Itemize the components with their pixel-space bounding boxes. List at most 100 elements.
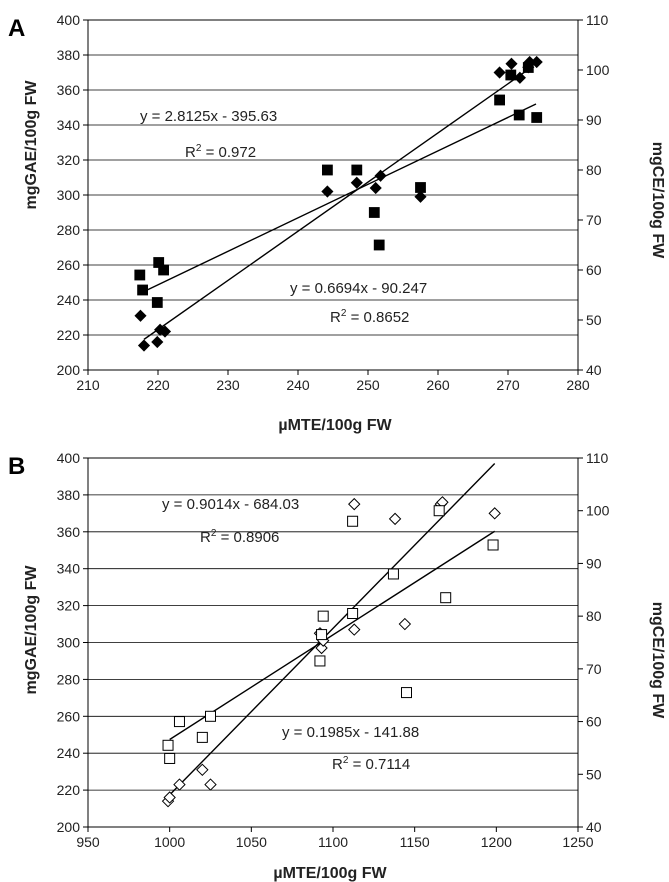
x-tick-label: 210 [76, 377, 100, 393]
square-point [487, 539, 499, 551]
y-left-tick-label: 400 [57, 12, 81, 28]
x-tick-label: 240 [286, 377, 310, 393]
y-right-tick-label: 60 [586, 714, 602, 730]
square-point [440, 592, 452, 604]
diamond-point [530, 55, 543, 69]
diamond-point [374, 169, 387, 182]
panel-a-x-label: µMTE/100g FW [278, 417, 392, 434]
y-right-tick-label: 80 [586, 162, 602, 178]
diamond-point [163, 791, 176, 804]
y-left-tick-label: 300 [57, 635, 81, 651]
square-point [151, 297, 163, 308]
diamond-point [196, 763, 209, 777]
y-left-tick-label: 280 [57, 222, 81, 238]
square-point [316, 629, 328, 641]
y-right-tick-label: 110 [586, 450, 609, 466]
y-left-tick-label: 200 [57, 362, 81, 378]
diamond-point [350, 176, 363, 189]
panel-b-equation-ce: y = 0.1985x - 141.88 [282, 724, 419, 741]
y-left-tick-label: 360 [57, 524, 81, 540]
square-point [162, 739, 174, 751]
panel-b-plot-frame [87, 457, 579, 828]
panel-b-gridlines [88, 494, 578, 791]
x-tick-label: 1150 [400, 834, 430, 850]
y-left-tick-label: 240 [57, 745, 81, 761]
panel-b-r2-ce: R2 = 0.7114 [332, 755, 410, 773]
diamond-point [151, 335, 164, 349]
square-point [321, 164, 333, 176]
y-left-tick-label: 380 [57, 487, 81, 503]
x-tick-label: 1250 [562, 834, 593, 850]
y-left-tick-label: 240 [57, 292, 81, 308]
y-left-tick-label: 340 [57, 561, 81, 577]
square-point [347, 608, 359, 620]
square-point [522, 62, 534, 73]
square-point [134, 269, 146, 281]
panel-a-r2-gae: R2 = 0.972 [185, 143, 256, 161]
y-left-tick-label: 400 [57, 450, 81, 466]
panel-a-equation-ce: y = 0.6694x - 90.247 [290, 280, 427, 297]
square-point [387, 568, 399, 580]
x-tick-label: 1050 [236, 834, 267, 850]
trendline-right [143, 103, 537, 293]
panel-a-trendlines [143, 68, 537, 340]
diamond-point [369, 181, 382, 195]
diamond-point [348, 623, 361, 636]
diamond-point [321, 185, 334, 198]
panel-a-x-ticks: 210 220 230 240 250 260 270 280 [76, 370, 590, 393]
y-right-tick-label: 60 [586, 262, 602, 278]
diamond-point [173, 778, 186, 791]
panel-a-plot-frame [87, 19, 579, 371]
diamond-point [513, 71, 526, 84]
panel-a-left-ticks: 200 220 240 260 280 300 320 340 360 380 400 [57, 12, 88, 378]
y-right-tick-label: 40 [586, 362, 602, 378]
x-tick-label: 1000 [154, 834, 185, 850]
trendline-right [169, 530, 496, 741]
y-left-tick-label: 300 [57, 187, 81, 203]
square-point [173, 716, 185, 728]
x-tick-label: 250 [356, 377, 380, 393]
diamond-point [158, 325, 172, 338]
y-right-tick-label: 90 [586, 112, 602, 128]
y-right-tick-label: 90 [586, 555, 602, 571]
panel-a-y-left-label: mgGAE/100g FW [23, 80, 40, 210]
panel-b-y-left-label: mgGAE/100g FW [23, 565, 40, 695]
panel-a-y-right-label: mgCE/100g FW [649, 142, 666, 259]
panel-a-gridlines [88, 54, 578, 336]
panel-a-right-ticks: 40 50 60 70 80 90 100 110 [578, 12, 610, 378]
x-tick-label: 1200 [481, 834, 512, 850]
y-right-tick-label: 70 [586, 212, 602, 228]
panel-b-label: B [8, 453, 25, 480]
x-tick-label: 220 [146, 377, 170, 393]
diamond-point [414, 190, 427, 203]
panel-b: B 200 220 240 260 280 300 320 340 360 380 400 40 50… [8, 450, 666, 882]
diamond-point [493, 66, 506, 79]
panel-a-points [134, 55, 543, 352]
x-tick-label: 1100 [318, 834, 348, 850]
y-left-tick-label: 260 [57, 708, 81, 724]
diamond-point [505, 57, 518, 70]
square-point [401, 687, 412, 699]
diamond-point [137, 339, 151, 352]
square-point [164, 752, 176, 764]
square-point [158, 264, 170, 276]
x-tick-label: 950 [76, 834, 100, 850]
square-point [317, 610, 329, 622]
square-point [433, 505, 445, 517]
y-left-tick-label: 320 [57, 152, 81, 168]
trendline-left [143, 68, 530, 340]
y-right-tick-label: 70 [586, 661, 602, 677]
x-tick-label: 280 [566, 377, 590, 393]
y-left-tick-label: 220 [57, 327, 81, 343]
y-right-tick-label: 100 [586, 503, 610, 519]
panel-a-label: A [8, 15, 25, 42]
square-point [513, 109, 525, 121]
square-point [531, 112, 543, 123]
panel-b-x-ticks: 950 1000 1050 1100 1150 1200 1250 [76, 827, 594, 850]
y-right-tick-label: 50 [586, 766, 602, 782]
y-right-tick-label: 80 [586, 608, 602, 624]
y-left-tick-label: 260 [57, 257, 81, 273]
panel-a-r2-ce: R2 = 0.8652 [330, 308, 409, 326]
panel-b-trendlines [169, 463, 496, 796]
square-point [494, 94, 506, 106]
